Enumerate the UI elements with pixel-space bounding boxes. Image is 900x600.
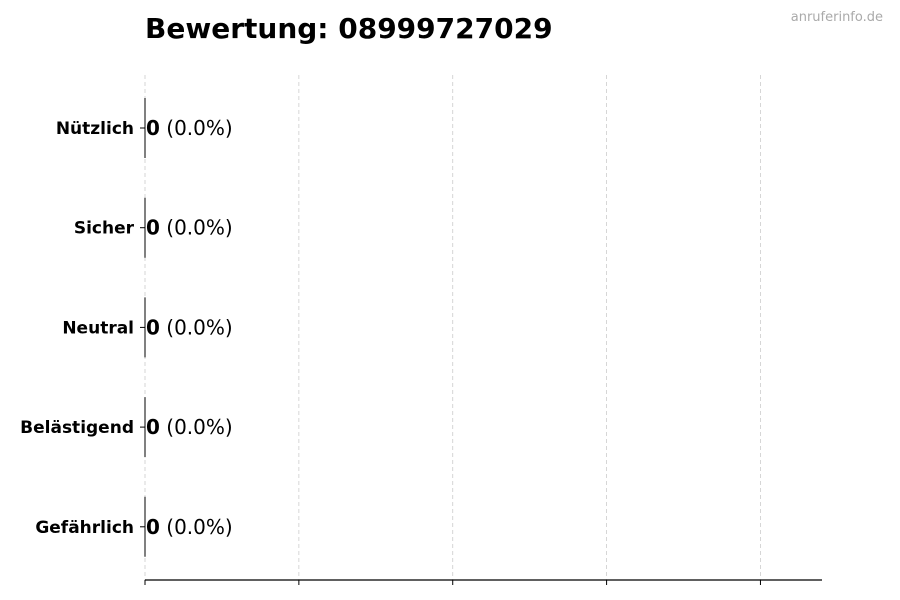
percent-label: (0.0%) bbox=[160, 116, 233, 140]
data-label: 0 (0.0%) bbox=[146, 415, 233, 439]
percent-label: (0.0%) bbox=[160, 315, 233, 339]
y-tick-label: Nützlich bbox=[56, 119, 134, 139]
y-tick-label: Sicher bbox=[74, 219, 135, 239]
value-label: 0 bbox=[146, 216, 160, 240]
y-tick-label: Neutral bbox=[62, 318, 134, 338]
watermark: anruferinfo.de bbox=[790, 10, 883, 25]
data-label: 0 (0.0%) bbox=[146, 116, 233, 140]
y-tick-label: Gefährlich bbox=[35, 518, 134, 538]
data-label: 0 (0.0%) bbox=[146, 216, 233, 240]
value-label: 0 bbox=[146, 515, 160, 539]
percent-label: (0.0%) bbox=[160, 216, 233, 240]
percent-label: (0.0%) bbox=[160, 415, 233, 439]
data-label: 0 (0.0%) bbox=[146, 315, 233, 339]
value-label: 0 bbox=[146, 315, 160, 339]
y-tick-label: Belästigend bbox=[20, 418, 134, 438]
value-label: 0 bbox=[146, 415, 160, 439]
value-label: 0 bbox=[146, 116, 160, 140]
data-label: 0 (0.0%) bbox=[146, 515, 233, 539]
percent-label: (0.0%) bbox=[160, 515, 233, 539]
chart-title: Bewertung: 08999727029 bbox=[145, 12, 553, 45]
